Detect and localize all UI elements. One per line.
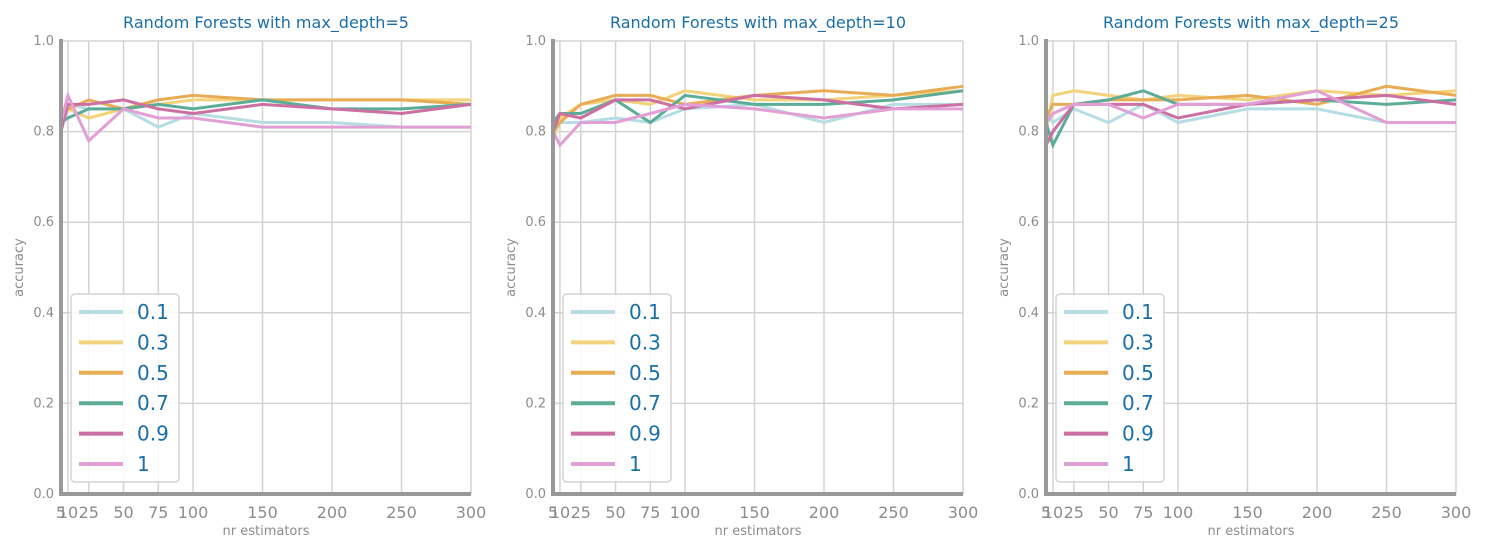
legend-label-0.1: 0.1 (629, 300, 661, 324)
x-tick-label: 5 (548, 503, 558, 522)
legend-label-1: 1 (629, 452, 642, 476)
series-line-0.3 (551, 89, 964, 142)
legend-label-0.9: 0.9 (1122, 422, 1154, 446)
series-line-0.9 (59, 98, 472, 132)
x-tick-label: 200 (317, 503, 348, 522)
y-tick-label: 0.4 (525, 306, 546, 321)
x-tick-label: 250 (1371, 503, 1402, 522)
series-line-0.5 (1044, 84, 1457, 119)
x-tick-label: 10 (1043, 503, 1063, 522)
x-tick-label: 150 (247, 503, 278, 522)
legend-label-0.9: 0.9 (137, 422, 169, 446)
chart-panel-2: 0.0 0.2 0.4 0.6 0.8 1.0 510 25 50 75 100 150 200 250 3… (504, 13, 978, 539)
x-tick-label: 50 (605, 503, 625, 522)
series-line-0.1 (59, 102, 471, 129)
legend-label-1: 1 (137, 452, 150, 476)
x-tick-label: 200 (809, 503, 840, 522)
series-line-1 (59, 90, 471, 144)
x-tick-label: 200 (1302, 503, 1333, 522)
y-tick-label: 0.2 (525, 396, 546, 411)
x-tick-label: 150 (739, 503, 770, 522)
legend: 0.1 0.3 0.5 0.7 0.9 1 (562, 293, 672, 483)
y-tick-label: 0.6 (33, 215, 54, 230)
legend: 0.1 0.3 0.5 0.7 0.9 1 (1055, 293, 1165, 483)
x-tick-label: 75 (1133, 503, 1153, 522)
chart-panel-1: 0.0 0.2 0.4 0.6 0.8 1.0 510 25 50 75 100 150 200 250 3… (12, 13, 486, 539)
x-tick-label: 10 (550, 503, 570, 522)
legend-label-0.7: 0.7 (137, 391, 169, 415)
legend-label-0.7: 0.7 (1122, 391, 1154, 415)
x-tick-label: 50 (113, 503, 133, 522)
y-tick-label: 0.6 (1018, 215, 1039, 230)
y-axis-label: accuracy (12, 238, 27, 297)
y-tick-label: 0.0 (1018, 487, 1039, 502)
x-tick-label: 50 (1098, 503, 1118, 522)
x-axis-label: nr estimators (223, 524, 310, 539)
x-tick-label: 25 (1064, 503, 1084, 522)
chart-title: Random Forests with max_depth=5 (123, 13, 409, 33)
series-line-1 (551, 102, 963, 148)
y-tick-label: 0.2 (1018, 396, 1039, 411)
series-line-0.7 (60, 98, 472, 124)
series-line-1 (1044, 89, 1456, 124)
legend-label-0.1: 0.1 (137, 300, 169, 324)
y-axis-label: accuracy (504, 238, 519, 297)
x-tick-label: 250 (386, 503, 417, 522)
x-tick-label: 10 (58, 503, 78, 522)
y-tick-label: 0.8 (33, 125, 54, 140)
chart-title: Random Forests with max_depth=25 (1103, 13, 1399, 33)
series-line-0.1 (1044, 102, 1456, 125)
x-axis-label: nr estimators (1208, 524, 1295, 539)
x-tick-label: 100 (1163, 503, 1194, 522)
x-tick-label: 25 (79, 503, 99, 522)
series-line-0.7 (1044, 89, 1457, 150)
x-tick-label: 100 (670, 503, 701, 522)
legend-label-0.5: 0.5 (1122, 361, 1154, 385)
x-axis-label: nr estimators (715, 524, 802, 539)
y-tick-label: 1.0 (1018, 34, 1039, 49)
y-axis-label: accuracy (997, 238, 1012, 297)
x-tick-label: 250 (878, 503, 909, 522)
y-tick-label: 1.0 (525, 34, 546, 49)
y-tick-label: 0.4 (1018, 306, 1039, 321)
x-tick-label: 5 (56, 503, 66, 522)
legend-label-0.3: 0.3 (629, 330, 661, 354)
chart-title: Random Forests with max_depth=10 (610, 13, 906, 33)
legend-label-0.7: 0.7 (629, 391, 661, 415)
legend: 0.1 0.3 0.5 0.7 0.9 1 (70, 293, 180, 483)
legend-label-0.1: 0.1 (1122, 300, 1154, 324)
chart-panel-3: 0.0 0.2 0.4 0.6 0.8 1.0 510 25 50 75 100 150 200 250 3… (997, 13, 1471, 539)
x-tick-label: 75 (640, 503, 660, 522)
x-tick-label: 75 (148, 503, 168, 522)
x-tick-label: 300 (948, 503, 979, 522)
y-tick-label: 0.6 (525, 215, 546, 230)
y-tick-label: 1.0 (33, 34, 54, 49)
x-tick-label: 300 (1441, 503, 1472, 522)
x-tick-label: 150 (1232, 503, 1263, 522)
y-tick-label: 0.4 (33, 306, 54, 321)
legend-label-0.3: 0.3 (137, 330, 169, 354)
legend-label-1: 1 (1122, 452, 1135, 476)
legend-label-0.5: 0.5 (137, 361, 169, 385)
legend-label-0.5: 0.5 (629, 361, 661, 385)
y-tick-label: 0.0 (33, 487, 54, 502)
x-tick-label: 25 (571, 503, 591, 522)
y-tick-label: 0.8 (525, 125, 546, 140)
y-tick-label: 0.2 (33, 396, 54, 411)
x-tick-label: 100 (178, 503, 209, 522)
legend-label-0.3: 0.3 (1122, 330, 1154, 354)
y-tick-label: 0.8 (1018, 125, 1039, 140)
x-tick-label: 300 (456, 503, 487, 522)
legend-label-0.9: 0.9 (629, 422, 661, 446)
x-tick-label: 5 (1041, 503, 1051, 522)
y-tick-label: 0.0 (525, 487, 546, 502)
series-line-0.9 (551, 93, 964, 133)
